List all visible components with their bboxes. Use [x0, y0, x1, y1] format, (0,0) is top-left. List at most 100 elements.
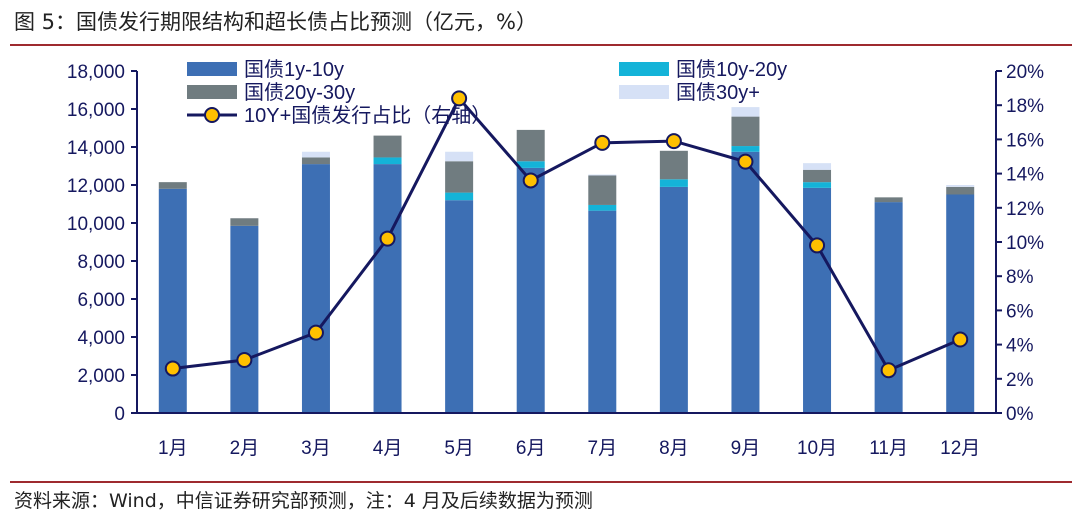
y-right-tick-label: 14%: [1006, 165, 1044, 186]
bar-s20y-30y-10: [803, 169, 832, 183]
legend-swatch-s20y-30y: [187, 85, 237, 99]
share-point-6: [522, 172, 539, 189]
y-right-tick-label: 0%: [1006, 404, 1034, 425]
legend: 国债1y-10y 国债10y-20y 国债20y-30y 国债30y+ 10Y+国债发行…: [187, 58, 787, 127]
share-point-8: [665, 133, 682, 150]
legend-label-s30y-plus: 国债30y+: [676, 81, 760, 104]
x-tick-label: 11月: [869, 438, 908, 459]
share-point-2: [236, 351, 253, 368]
legend-label-s20y-30y: 国债20y-30y: [244, 81, 355, 104]
bar-s1y-10y-7: [588, 210, 617, 413]
line-group: [164, 90, 969, 379]
bar-s1y-10y-10: [803, 187, 832, 413]
bar-s20y-30y-8: [659, 150, 688, 180]
y-right-tick-label: 16%: [1006, 130, 1044, 151]
bar-s20y-30y-2: [230, 218, 259, 226]
y-left-tick-label: 6,000: [77, 290, 125, 311]
figure-title: 图 5：国债发行期限结构和超长债占比预测（亿元，%）: [14, 10, 537, 34]
share-point-5: [451, 90, 468, 107]
bar-s20y-30y-6: [516, 129, 545, 162]
y-left-tick-label: 12,000: [67, 176, 125, 197]
chart-area: 0 2,000 4,000 6,000 8,000 10,000 12,000 14,000 1…: [67, 58, 1044, 459]
bar-s30y-plus-5: [445, 151, 474, 162]
y-right-tick-label: 6%: [1006, 301, 1034, 322]
y-right-tick-label: 8%: [1006, 267, 1034, 288]
share-point-9: [737, 153, 754, 170]
y-left-tick-label: 16,000: [67, 100, 125, 121]
x-tick-label: 9月: [731, 438, 761, 459]
share-point-3: [307, 324, 324, 341]
x-tick-label: 6月: [516, 438, 546, 459]
legend-label-s10y-20y: 国债10y-20y: [676, 58, 787, 81]
bar-s1y-10y-6: [516, 167, 545, 413]
y-right-tick-label: 12%: [1006, 199, 1044, 220]
bar-s1y-10y-3: [301, 164, 330, 413]
y-right-tick-label: 2%: [1006, 370, 1034, 391]
bar-s1y-10y-1: [158, 188, 187, 413]
legend-swatch-s10y-20y: [619, 62, 669, 76]
x-tick-label: 4月: [373, 438, 403, 459]
title-rule: [10, 44, 1072, 46]
x-tick-label: 10月: [797, 438, 837, 459]
x-tick-label: 8月: [659, 438, 689, 459]
axes-group: 0 2,000 4,000 6,000 8,000 10,000 12,000 14,000 1…: [67, 62, 1044, 459]
bar-s20y-30y-12: [946, 186, 975, 195]
bar-s20y-30y-3: [301, 157, 330, 165]
bar-s30y-plus-9: [731, 107, 760, 117]
y-right-tick-label: 20%: [1006, 62, 1044, 83]
y-left-tick-label: 10,000: [67, 214, 125, 235]
legend-swatch-s1y-10y: [187, 62, 237, 76]
bar-s1y-10y-4: [373, 164, 402, 413]
y-left-tick-label: 0: [114, 404, 125, 425]
y-left-tick-label: 8,000: [77, 252, 125, 273]
bar-s1y-10y-2: [230, 225, 259, 413]
bar-s30y-plus-7: [588, 174, 617, 176]
x-tick-label: 12月: [940, 438, 980, 459]
share-point-11: [880, 362, 897, 379]
bar-s10y-20y-9: [731, 146, 760, 152]
bar-s30y-plus-12: [946, 185, 975, 187]
legend-marker-line: [204, 107, 220, 123]
share-line: [172, 95, 961, 373]
source-rule: [10, 481, 1072, 483]
x-tick-label: 7月: [588, 438, 618, 459]
bar-s20y-30y-4: [373, 135, 402, 158]
bar-s20y-30y-11: [874, 197, 903, 203]
bar-s1y-10y-8: [659, 186, 688, 413]
bar-s10y-20y-8: [659, 179, 688, 187]
y-right-tick-label: 18%: [1006, 96, 1044, 117]
bar-s10y-20y-10: [803, 182, 832, 188]
share-point-10: [809, 237, 826, 254]
share-point-12: [952, 331, 969, 348]
y-right-tick-label: 10%: [1006, 233, 1044, 254]
bar-s20y-30y-5: [445, 161, 474, 193]
bars-group: [158, 107, 975, 413]
bar-s1y-10y-11: [874, 202, 903, 413]
bar-s20y-30y-1: [158, 182, 187, 189]
legend-label-s1y-10y: 国债1y-10y: [244, 58, 344, 81]
bar-s30y-plus-10: [803, 163, 832, 170]
share-point-4: [379, 230, 396, 247]
bar-s30y-plus-3: [301, 151, 330, 158]
y-left-tick-label: 4,000: [77, 328, 125, 349]
legend-label-share: 10Y+国债发行占比（右轴）: [244, 104, 491, 127]
bar-s10y-20y-4: [373, 157, 402, 165]
x-tick-label: 3月: [301, 438, 331, 459]
share-point-1: [164, 360, 181, 377]
bar-s10y-20y-7: [588, 204, 617, 211]
x-tick-label: 1月: [158, 438, 188, 459]
legend-swatch-s30y-plus: [619, 85, 669, 99]
bar-s1y-10y-9: [731, 151, 760, 413]
bar-s10y-20y-6: [516, 161, 545, 168]
bar-s20y-30y-7: [588, 175, 617, 205]
figure-source: 资料来源：Wind，中信证券研究部预测，注：4 月及后续数据为预测: [14, 490, 593, 512]
y-right-tick-label: 4%: [1006, 336, 1034, 357]
x-tick-label: 2月: [230, 438, 260, 459]
bar-s10y-20y-5: [445, 192, 474, 201]
bar-s20y-30y-9: [731, 116, 760, 147]
share-point-7: [594, 134, 611, 151]
y-left-tick-label: 18,000: [67, 62, 125, 83]
y-left-tick-label: 14,000: [67, 138, 125, 159]
bar-s1y-10y-12: [946, 194, 975, 413]
bar-s1y-10y-5: [445, 200, 474, 413]
